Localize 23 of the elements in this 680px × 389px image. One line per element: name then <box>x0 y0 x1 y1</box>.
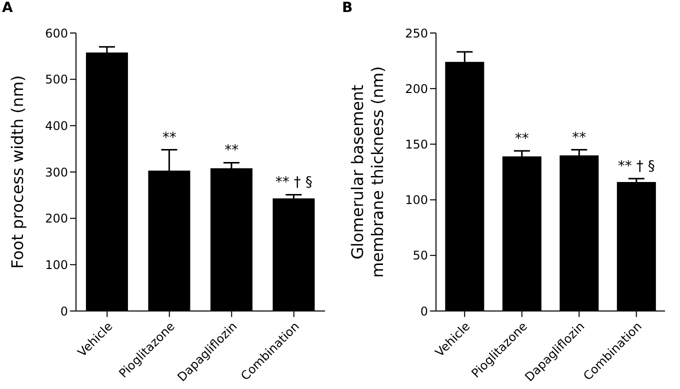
y-tick-label: 100 <box>405 193 428 208</box>
annotation: ** <box>162 130 176 146</box>
y-tick-label: 200 <box>45 212 68 226</box>
y-tick-label: 600 <box>45 26 68 40</box>
y-tick-label: 250 <box>405 26 428 40</box>
annotation: ** <box>572 130 586 146</box>
annotation: ** <box>514 130 529 147</box>
y-tick-label: 0 <box>60 304 68 318</box>
y-tick-label: 200 <box>405 82 428 96</box>
y-tick-label: 300 <box>45 165 68 180</box>
annotation: ** † § <box>618 158 655 175</box>
y-tick-label: 0 <box>420 304 428 318</box>
chart-title: A <box>2 0 13 16</box>
y-tick-label: 100 <box>45 258 68 272</box>
y-tick-label: 400 <box>45 118 68 133</box>
chart-title: B <box>342 0 353 16</box>
y-axis-title: Glomerular basement membrane thickness (nm) <box>348 66 387 278</box>
annotation: ** † § <box>275 174 312 191</box>
y-tick-label: 500 <box>45 72 68 87</box>
y-tick-label: 150 <box>405 137 428 152</box>
annotation: ** <box>224 142 239 159</box>
y-axis-title: Foot process width (nm) <box>8 75 27 269</box>
y-tick-label: 50 <box>412 248 428 263</box>
